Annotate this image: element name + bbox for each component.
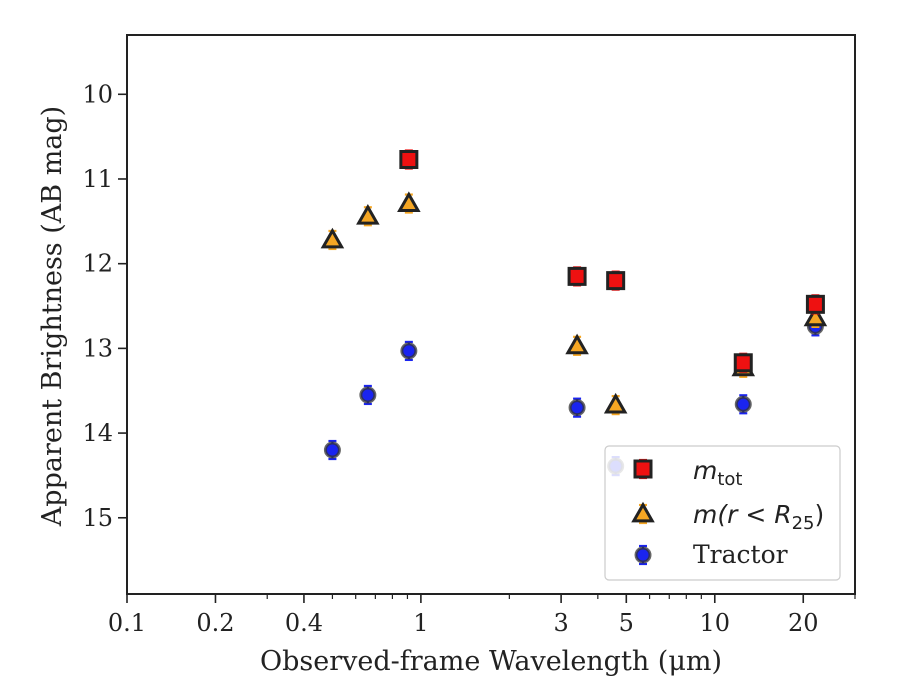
- data-point-circle: [400, 340, 418, 362]
- circle-marker: [568, 399, 586, 417]
- legend-box: [604, 445, 841, 581]
- square-marker: [606, 271, 626, 291]
- triangle-marker: [356, 204, 380, 225]
- triangle-marker: [397, 191, 421, 212]
- y-tick-label: 11: [82, 165, 113, 193]
- triangle-marker: [603, 392, 628, 414]
- data-point-square: [606, 270, 626, 291]
- x-axis-title: Observed-frame Wavelength (μm): [260, 646, 722, 677]
- y-axis-title: Apparent Brightness (AB mag): [37, 106, 68, 527]
- x-axis: 0.1 0.2 0.4 1 3 5 10 20: [108, 594, 856, 637]
- circle-marker: [323, 441, 341, 459]
- square-marker: [733, 353, 753, 373]
- triangle-marker: [320, 227, 345, 249]
- x-tick-label: 0.2: [196, 609, 234, 637]
- circle-marker: [359, 386, 377, 404]
- triangle-marker: [803, 305, 828, 327]
- data-point-square: [805, 294, 825, 315]
- triangle-marker: [565, 333, 589, 355]
- square-marker: [633, 459, 653, 479]
- data-point-square: [733, 352, 753, 373]
- y-tick-label: 13: [82, 334, 113, 362]
- square-marker: [567, 266, 587, 286]
- legend-label-tractor: Tractor: [693, 540, 788, 569]
- circle-marker: [400, 342, 418, 360]
- square-marker: [805, 294, 825, 314]
- legend-label-m-tot: mtot: [693, 456, 743, 490]
- x-tick-label: 10: [700, 609, 731, 637]
- data-point-circle: [734, 394, 752, 415]
- x-tick-label: 0.4: [285, 609, 323, 637]
- legend-marker-circle: [634, 544, 652, 566]
- data-point-square: [399, 149, 419, 170]
- x-tick-label: 0.1: [108, 609, 146, 637]
- x-tick-label: 3: [553, 609, 568, 637]
- data-point-circle: [568, 397, 586, 418]
- circle-marker: [734, 395, 752, 413]
- data-point-triangle: [320, 227, 345, 251]
- data-point-triangle: [565, 333, 589, 356]
- data-point-square: [567, 266, 587, 287]
- y-tick-label: 10: [82, 80, 113, 108]
- y-tick-label: 15: [82, 504, 113, 532]
- data-point-triangle: [603, 392, 628, 416]
- data-point-circle: [323, 439, 341, 461]
- x-tick-label: 5: [619, 609, 634, 637]
- x-tick-label: 1: [413, 609, 428, 637]
- data-point-triangle: [356, 204, 380, 227]
- triangle-marker: [631, 501, 655, 523]
- circle-marker: [634, 546, 652, 564]
- square-marker: [399, 150, 419, 170]
- legend-marker-triangle: [631, 501, 655, 525]
- x-tick-label: 20: [788, 609, 819, 637]
- axis-titles: Observed-frame Wavelength (μm) Apparent …: [37, 106, 722, 677]
- plot-border: [126, 34, 856, 595]
- data-markers: [320, 149, 828, 477]
- data-point-circle: [359, 384, 377, 406]
- plot-frame: [126, 34, 856, 595]
- legend-marker-square: [633, 458, 653, 480]
- data-point-triangle: [397, 191, 421, 214]
- y-axis: 10 11 12 13 14 15: [82, 80, 127, 532]
- y-tick-label: 12: [82, 250, 113, 278]
- y-tick-label: 14: [82, 419, 113, 447]
